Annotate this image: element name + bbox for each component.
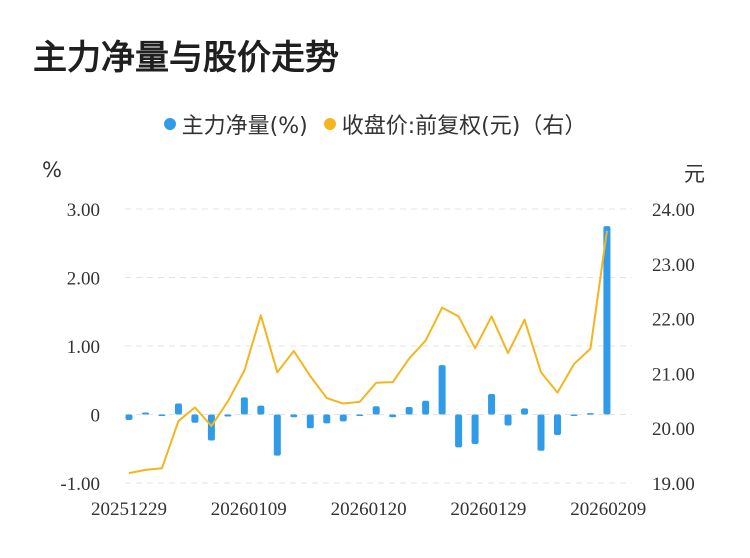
net-flow-bar[interactable] (553, 414, 561, 436)
net-flow-bar[interactable] (603, 226, 611, 415)
net-flow-bar[interactable] (207, 414, 215, 441)
net-flow-bar[interactable] (125, 414, 133, 420)
right-tick-label: 19.00 (652, 474, 695, 495)
right-axis-ticks: 24.00 23.00 22.00 21.00 20.00 19.00 (652, 200, 695, 495)
x-tick-label: 20251229 (91, 499, 167, 520)
right-tick-label: 21.00 (652, 364, 695, 385)
net-flow-bar[interactable] (405, 406, 413, 415)
left-tick-label: 3.00 (67, 200, 100, 221)
net-flow-bar[interactable] (455, 414, 463, 448)
net-flow-bar[interactable] (323, 414, 331, 424)
net-flow-bar[interactable] (257, 405, 265, 415)
net-flow-bar[interactable] (438, 365, 446, 415)
net-flow-bar[interactable] (389, 414, 397, 418)
net-flow-bar[interactable] (306, 414, 314, 429)
net-flow-bar[interactable] (356, 414, 364, 417)
net-flow-bar[interactable] (141, 412, 149, 415)
net-flow-bar[interactable] (372, 406, 380, 415)
net-flow-bar[interactable] (273, 414, 281, 456)
right-tick-label: 20.00 (652, 419, 695, 440)
net-flow-bar[interactable] (570, 414, 578, 417)
right-tick-label: 22.00 (652, 310, 695, 331)
legend-label-close-price: 收盘价:前复权(元)（右） (341, 114, 587, 139)
x-axis-ticks: 20251229 20260109 20260120 20260129 20260209 (91, 499, 646, 520)
x-tick-label: 20260109 (211, 499, 287, 520)
right-tick-label: 24.00 (652, 200, 695, 221)
net-flow-bar[interactable] (521, 408, 529, 415)
close-price-line-group (128, 230, 608, 475)
net-flow-bar[interactable] (191, 414, 199, 423)
net-flow-bar[interactable] (339, 414, 347, 422)
legend-dot-blue-icon (163, 118, 176, 130)
net-flow-bar[interactable] (422, 400, 430, 415)
chart-legend: 主力净量(%) 收盘价:前复权(元)（右） (0, 108, 750, 140)
left-axis-ticks: 3.00 2.00 1.00 0 -1.00 (60, 200, 100, 495)
close-price-line[interactable] (128, 230, 608, 475)
net-flow-bar[interactable] (471, 414, 479, 444)
right-axis-unit: 元 (684, 162, 705, 186)
left-axis-unit: % (42, 158, 62, 182)
net-flow-bar[interactable] (158, 414, 166, 417)
grid-lines (125, 208, 632, 484)
net-flow-bar[interactable] (224, 414, 232, 417)
left-tick-label: 0 (91, 406, 101, 427)
x-tick-label: 20260120 (331, 499, 407, 520)
net-flow-bar[interactable] (537, 414, 545, 451)
legend-item-net-flow[interactable]: 主力净量(%) (163, 108, 308, 140)
left-tick-label: -1.00 (60, 474, 100, 495)
left-tick-label: 2.00 (67, 269, 100, 290)
net-flow-bars (125, 226, 611, 456)
net-flow-bar[interactable] (290, 414, 298, 418)
x-tick-label: 20260209 (570, 499, 646, 520)
x-tick-label: 20260129 (450, 499, 526, 520)
chart-title: 主力净量与股价走势 (33, 38, 339, 78)
right-tick-label: 23.00 (652, 255, 695, 276)
net-flow-bar[interactable] (174, 403, 182, 415)
net-flow-bar[interactable] (240, 397, 248, 415)
legend-item-close-price[interactable]: 收盘价:前复权(元)（右） (323, 108, 587, 140)
legend-label-net-flow: 主力净量(%) (181, 114, 308, 139)
legend-dot-yellow-icon (323, 118, 336, 130)
net-flow-bar[interactable] (586, 413, 594, 415)
net-flow-bar[interactable] (488, 393, 496, 415)
net-flow-bar[interactable] (504, 414, 512, 426)
left-tick-label: 1.00 (67, 337, 100, 358)
